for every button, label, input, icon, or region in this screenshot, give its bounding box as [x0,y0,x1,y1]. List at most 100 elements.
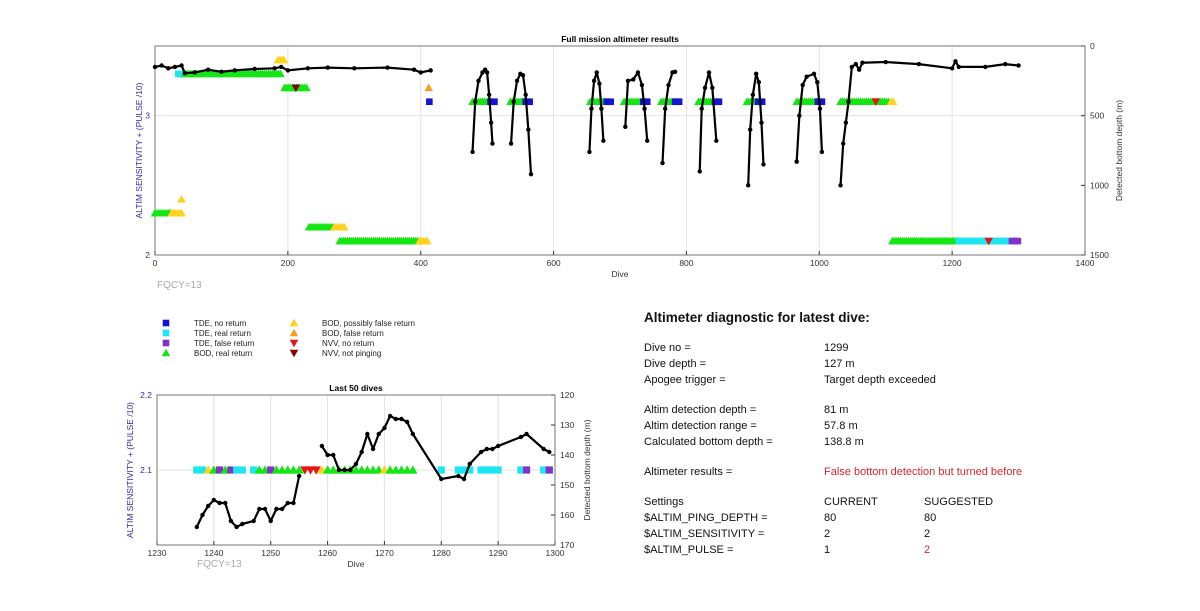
depth-point [285,500,290,506]
depth-point [268,518,273,524]
depth-line [698,71,718,172]
dive-no-label: Dive no = [644,342,691,354]
depth-point [843,120,849,125]
depth-point [597,81,602,86]
marker-square [526,98,533,106]
marker-square [233,466,241,474]
marker-triangle-down [984,237,993,246]
depth-point [387,413,393,419]
depth-point [257,506,262,512]
setting-name: $ALTIM_PING_DEPTH = [644,512,768,524]
y2-tick-label: 170 [560,540,574,550]
legend-marker-icon [289,318,299,327]
legend-marker-icon [162,339,170,347]
marker-square [227,466,235,474]
depth-point [152,64,158,70]
depth-point [211,497,217,503]
depth-point [376,431,381,437]
depth-point [478,449,484,455]
depth-point [159,63,164,68]
marker-square [466,466,474,474]
depth-point [702,85,708,91]
depth-point [476,78,481,84]
marker-square [607,98,614,106]
depth-point [511,99,516,104]
legend-item: BOD, possibly false return [288,318,415,328]
depth-point [860,60,865,65]
setting-suggested: 80 [924,512,937,524]
setting-row: $ALTIM_PULSE = 1 2 [644,544,1074,560]
depth-point [285,68,291,73]
fqcy-annotation: FQCY=13 [157,280,202,291]
depth-point [296,473,302,479]
depth-point [528,171,534,177]
depth-point [750,92,756,97]
depth-point [194,524,199,530]
marker-square [494,466,502,474]
depth-point [240,521,245,527]
marker-square [643,98,651,106]
setting-current: 80 [824,512,837,524]
depth-point [953,59,958,64]
legend-item: TDE, real return [160,328,251,338]
marker-square [758,98,766,106]
marker-square [238,466,246,474]
depth-point [811,71,817,77]
marker-triangle-up [340,222,349,231]
results-value: False bottom detection but turned before [824,466,1023,478]
y2-axis-label: Detected bottom depth (m) [1114,100,1124,201]
y-tick-label: 2.2 [140,390,152,400]
y-tick-label: 2.1 [140,465,152,475]
depth-point [800,82,805,88]
depth-point [748,127,753,132]
depth-point [594,70,599,75]
depth-point [342,467,347,473]
depth-point [623,124,628,130]
depth-point [1016,63,1021,68]
depth-point [541,446,546,452]
depth-point [625,78,631,84]
depth-point [631,77,636,82]
depth-point [456,473,461,479]
depth-point [710,85,715,91]
depth-point [480,70,485,75]
y-tick-label: 2 [145,250,150,260]
legend-item: TDE, no return [160,318,246,328]
marker-triangle-up [302,83,311,92]
y2-axis-label: Detected bottom depth (m) [582,419,592,520]
depth-point [205,503,211,509]
legend-marker-icon [161,348,171,357]
depth-point [484,70,490,75]
depth-point [252,66,257,72]
marker-square [715,98,723,106]
chart-title: Full mission altimeter results [561,34,679,44]
depth-point [172,64,178,70]
marker-square [250,466,258,474]
legend-item: TDE, false return [160,338,254,348]
depth-point [666,82,671,88]
depth-point [1003,61,1008,67]
x-tick-label: 200 [281,258,295,268]
x-tick-label: 1230 [148,548,167,558]
depth-point [524,431,529,437]
depth-point [490,446,495,452]
y-axis-label: ALTIM SENSITIVITY + (PULSE /10) [125,402,135,538]
depth-point [514,78,520,84]
x-tick-label: 1000 [810,258,829,268]
marker-triangle-down [311,466,321,475]
marker-triangle-down [291,84,301,93]
marker-square [491,98,498,106]
diagnostic-title: Altimeter diagnostic for latest dive: [644,310,870,325]
marker-triangle-down [289,339,299,348]
setting-row: $ALTIM_SENSITIVITY = 2 2 [644,528,1074,544]
depth-point [817,106,823,111]
dive-no-value: 1299 [824,342,849,354]
depth-point [759,120,764,125]
depth-point [819,149,825,155]
full-mission-chart: 0 200 400 600 800 1000 1200 1400 2 3 0 500 1000 1500 F… [134,34,1124,291]
marker-triangle-down [289,349,299,358]
depth-point [983,64,988,70]
legend-label: BOD, false return [322,328,384,338]
legend-label: TDE, no return [194,318,247,328]
setting-row: $ALTIM_PING_DEPTH = 80 80 [644,512,1074,528]
